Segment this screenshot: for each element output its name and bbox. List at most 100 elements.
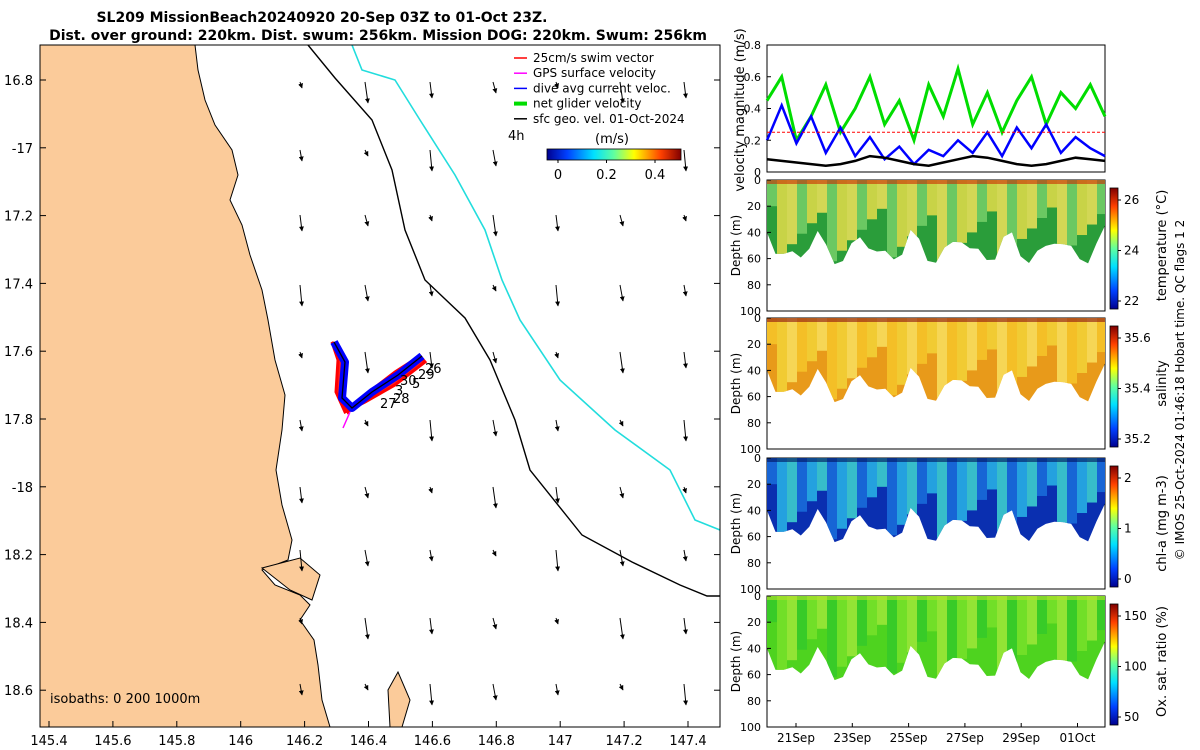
depth-tick-label: 80	[747, 557, 761, 570]
surface-velocity-arrow	[363, 419, 369, 427]
depth-tick-label: 0	[754, 312, 761, 325]
surface-velocity-arrow	[428, 549, 434, 562]
surface-velocity-arrow	[682, 284, 688, 297]
surface-velocity-arrow	[298, 617, 303, 625]
surface-velocity-arrow	[555, 284, 561, 307]
legend-label: sfc geo. vel. 01-Oct-2024	[533, 112, 685, 126]
lon-tick-label: 146	[228, 734, 253, 749]
surface-velocity-arrow	[682, 549, 688, 562]
lon-tick-label: 147.4	[669, 734, 706, 749]
surface-velocity-arrow	[554, 419, 560, 432]
depth-tick-label: 80	[747, 417, 761, 430]
depth-tick-label: 40	[747, 364, 761, 377]
lat-tick-label: 18.6	[4, 684, 33, 699]
surface-velocity-arrow	[619, 214, 625, 227]
surface-velocity-arrow	[554, 486, 560, 504]
track-day-label: 5	[412, 377, 420, 392]
surface-velocity-arrow	[682, 351, 688, 369]
colorbar-title: (m/s)	[595, 132, 629, 147]
surface-velocity-arrow	[429, 149, 435, 172]
surface-velocity-arrow	[618, 683, 624, 691]
lat-tick-label: 18.2	[4, 549, 33, 564]
surface-velocity-arrow	[492, 617, 498, 630]
surface-velocity-arrow	[554, 683, 560, 696]
colorbar-tick-label: 35.6	[1124, 331, 1151, 345]
surface-velocity-arrow	[428, 486, 433, 494]
colorbar-tick-label: 2	[1124, 471, 1132, 485]
depth-tick-label: 60	[747, 669, 761, 682]
velocity-ytick-label: 0.2	[744, 134, 762, 147]
chla-colorbar	[1109, 465, 1119, 588]
depth-tick-label: 100	[740, 443, 761, 456]
temperature-colorbar-label: temperature (°C)	[1155, 190, 1170, 302]
salinity-ylabel: Depth (m)	[729, 353, 743, 414]
surface-velocity-arrow	[299, 549, 305, 572]
legend-label: GPS surface velocity	[533, 66, 656, 80]
colorbar-tick-label: 0.2	[596, 168, 617, 183]
colorbar-tick-label: 100	[1124, 660, 1147, 674]
velocity-ytick-label: 0.8	[744, 39, 762, 52]
lon-tick-label: 145.4	[30, 734, 67, 749]
depth-tick-label: 0	[754, 174, 761, 187]
surface-velocity-arrows	[298, 81, 689, 706]
surface-velocity-arrow	[619, 284, 625, 302]
date-tick-label: 27Sep	[946, 731, 984, 745]
surface-velocity-arrow	[363, 683, 369, 691]
lon-tick-label: 146.2	[286, 734, 323, 749]
salinity-colorbar	[1109, 325, 1119, 448]
temperature-panel: 0 20 40 60 80 100 Depth (m) 22 24 26 temperature (…	[729, 174, 1170, 318]
date-tick-label: 25Sep	[890, 731, 928, 745]
lat-tick-label: -18	[12, 481, 33, 496]
surface-velocity-arrow	[428, 617, 434, 635]
surface-velocity-arrow	[298, 149, 304, 162]
surface-velocity-arrow	[429, 419, 435, 442]
depth-tick-label: 20	[747, 200, 761, 213]
surface-velocity-arrow	[618, 419, 624, 427]
lat-tick-label: 17.4	[4, 277, 33, 292]
colorbar-tick-label: 150	[1124, 609, 1147, 623]
surface-velocity-arrow	[683, 419, 689, 442]
surface-velocity-arrow	[429, 683, 435, 706]
isobaths-label: isobaths: 0 200 1000m	[50, 692, 200, 707]
surface-velocity-arrow	[298, 419, 304, 432]
time-tag: 4h	[508, 129, 525, 144]
colorbar-tick-label: 1	[1124, 522, 1132, 536]
surface-velocity-arrow	[298, 214, 304, 232]
lat-tick-label: 16.8	[4, 74, 33, 89]
surface-velocity-arrow	[492, 419, 498, 437]
date-tick-label: 01Oct	[1059, 731, 1095, 745]
title-line-2: Dist. over ground: 220km. Dist. swum: 25…	[49, 28, 707, 44]
land-mass	[40, 45, 331, 727]
legend-label: net glider velocity	[533, 97, 641, 111]
velocity-ytick-label: 0	[754, 166, 761, 179]
depth-tick-label: 0	[754, 452, 761, 465]
velocity-ytick-label: 0.4	[744, 103, 762, 116]
lat-tick-label: 17.2	[4, 210, 33, 225]
speed-colorbar	[546, 148, 682, 161]
depth-tick-label: 60	[747, 253, 761, 266]
surface-velocity-arrow	[298, 683, 304, 696]
velocity-series-net-glider-velocity	[765, 63, 1107, 146]
island	[260, 557, 321, 601]
lat-tick-label: 18.4	[4, 616, 33, 631]
surface-velocity-arrow	[364, 549, 370, 567]
chla-panel: 0 20 40 60 80 100 Depth (m) 0 1 2 chl-a (mg m-3)	[729, 452, 1170, 596]
date-tick-label: 23Sep	[833, 731, 871, 745]
depth-tick-label: 40	[747, 504, 761, 517]
surface-velocity-arrow	[554, 617, 559, 625]
surface-velocity-arrow	[298, 81, 303, 89]
surface-velocity-arrow	[364, 284, 370, 302]
depth-tick-label: 20	[747, 338, 761, 351]
colorbar-tick-label: 0	[554, 168, 562, 183]
imos-credit: © IMOS 25-Oct-2024 01:46:18 Hobart time.…	[1173, 220, 1187, 561]
surface-velocity-arrow	[492, 81, 498, 94]
surface-velocity-arrow	[682, 617, 688, 635]
glider-track-line	[333, 341, 423, 409]
title-line-1: SL209 MissionBeach20240920 20-Sep 03Z to…	[96, 10, 547, 26]
surface-velocity-arrow	[682, 486, 687, 494]
surface-velocity-arrow	[492, 486, 498, 509]
chla-colorbar-label: chl-a (mg m-3)	[1155, 475, 1170, 572]
depth-tick-label: 100	[740, 721, 761, 734]
